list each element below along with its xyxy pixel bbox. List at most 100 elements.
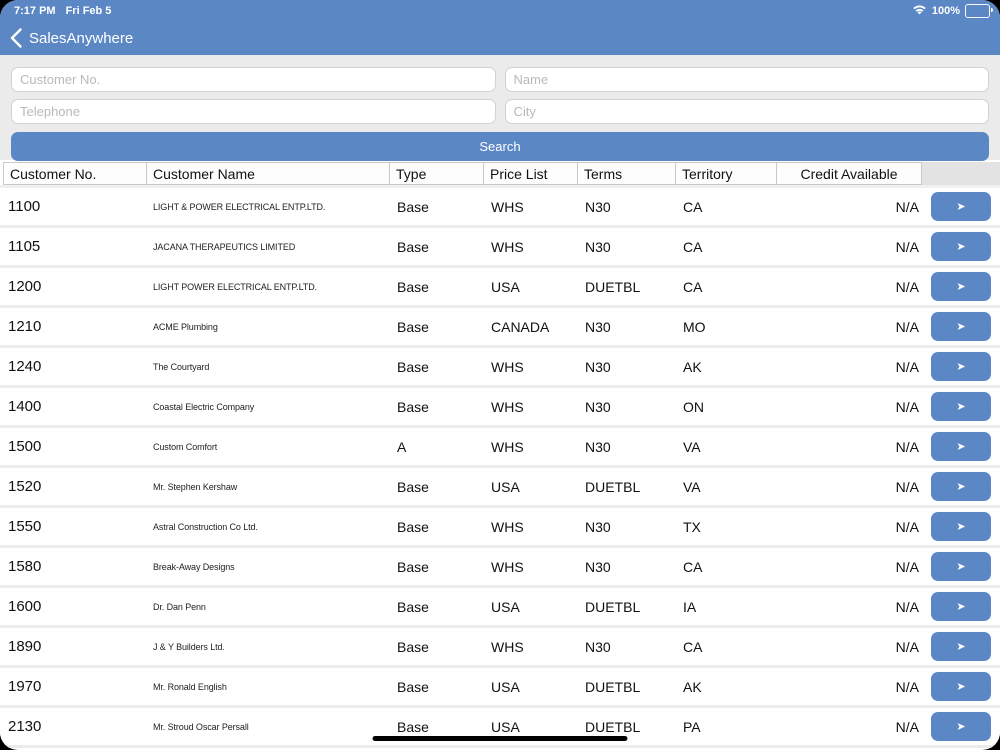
open-customer-button[interactable]: ➤ (931, 712, 991, 741)
header-spacer (922, 162, 1000, 185)
cell-type: Base (397, 238, 429, 255)
cell-credit-available: N/A (895, 558, 919, 575)
cell-price-list: USA (491, 678, 520, 695)
cell-credit-available: N/A (895, 638, 919, 655)
cell-customer-no: 1100 (8, 198, 41, 215)
cell-type: Base (397, 198, 429, 215)
cell-price-list: WHS (491, 198, 524, 215)
open-customer-button[interactable]: ➤ (931, 632, 991, 661)
table-row: 2130 Mr. Stroud Oscar Persall Base USA D… (0, 708, 1000, 748)
open-customer-button[interactable]: ➤ (931, 512, 991, 541)
column-header-terms: Terms (578, 162, 676, 185)
wifi-icon (912, 4, 927, 18)
cell-price-list: USA (491, 278, 520, 295)
cell-price-list: WHS (491, 238, 524, 255)
nav-title[interactable]: SalesAnywhere (29, 29, 134, 47)
cell-terms: N30 (585, 238, 611, 255)
cell-terms: N30 (585, 318, 611, 335)
arrow-right-icon: ➤ (956, 600, 966, 613)
open-customer-button[interactable]: ➤ (931, 232, 991, 261)
open-customer-button[interactable]: ➤ (931, 392, 991, 421)
cell-type: Base (397, 398, 429, 415)
open-customer-button[interactable]: ➤ (931, 672, 991, 701)
cell-credit-available: N/A (895, 478, 919, 495)
telephone-input[interactable] (11, 99, 496, 124)
table-row: 1240 The Courtyard Base WHS N30 AK N/A ➤ (0, 348, 1000, 388)
table-row: 1520 Mr. Stephen Kershaw Base USA DUETBL… (0, 468, 1000, 508)
cell-type: Base (397, 318, 429, 335)
cell-terms: DUETBL (585, 478, 641, 495)
cell-territory: CA (683, 198, 703, 215)
cell-price-list: WHS (491, 558, 524, 575)
table-row: 1600 Dr. Dan Penn Base USA DUETBL IA N/A… (0, 588, 1000, 628)
arrow-right-icon: ➤ (956, 440, 966, 453)
top-bar: 7:17 PM Fri Feb 5 100% (0, 0, 1000, 55)
cell-customer-no: 2130 (8, 718, 42, 735)
column-header-type: Type (390, 162, 484, 185)
cell-credit-available: N/A (895, 518, 919, 535)
chevron-left-icon (10, 28, 22, 48)
arrow-right-icon: ➤ (956, 400, 966, 413)
cell-territory: IA (683, 598, 697, 615)
arrow-right-icon: ➤ (956, 640, 966, 653)
cell-credit-available: N/A (895, 398, 919, 415)
cell-customer-name: Mr. Stroud Oscar Persall (153, 721, 249, 732)
cell-customer-no: 1105 (8, 238, 41, 255)
search-button[interactable]: Search (11, 132, 989, 161)
cell-type: Base (397, 358, 429, 375)
cell-territory: MO (683, 318, 706, 335)
cell-customer-no: 1600 (8, 598, 42, 615)
table-row: 1100 LIGHT & POWER ELECTRICAL ENTP.LTD. … (0, 188, 1000, 228)
customer-no-input[interactable] (11, 67, 496, 92)
cell-customer-no: 1210 (8, 318, 42, 335)
cell-territory: AK (683, 678, 702, 695)
name-input[interactable] (504, 67, 989, 92)
open-customer-button[interactable]: ➤ (931, 192, 991, 221)
table-row: 1400 Coastal Electric Company Base WHS N… (0, 388, 1000, 428)
battery-percent: 100% (931, 4, 960, 17)
open-customer-button[interactable]: ➤ (931, 592, 991, 621)
cell-price-list: USA (491, 718, 520, 735)
home-indicator[interactable] (372, 736, 628, 741)
cell-customer-no: 1200 (8, 278, 42, 295)
cell-customer-name: Dr. Dan Penn (153, 601, 206, 612)
battery-icon (965, 3, 993, 18)
cell-customer-name: LIGHT POWER ELECTRICAL ENTP.LTD. (153, 281, 318, 292)
open-customer-button[interactable]: ➤ (931, 552, 991, 581)
cell-type: Base (397, 598, 429, 615)
cell-terms: N30 (585, 398, 611, 415)
open-customer-button[interactable]: ➤ (931, 432, 991, 461)
cell-territory: CA (683, 278, 703, 295)
table-row: 1580 Break-Away Designs Base WHS N30 CA … (0, 548, 1000, 588)
status-time: 7:17 PM (14, 4, 56, 17)
open-customer-button[interactable]: ➤ (931, 472, 991, 501)
cell-customer-no: 1500 (8, 438, 42, 455)
table-row: 1890 J & Y Builders Ltd. Base WHS N30 CA… (0, 628, 1000, 668)
arrow-right-icon: ➤ (956, 480, 966, 493)
open-customer-button[interactable]: ➤ (931, 352, 991, 381)
cell-credit-available: N/A (895, 198, 919, 215)
arrow-right-icon: ➤ (956, 720, 966, 733)
city-input[interactable] (504, 99, 989, 124)
cell-credit-available: N/A (895, 598, 919, 615)
column-header-customer-name: Customer Name (147, 162, 390, 185)
cell-price-list: WHS (491, 398, 524, 415)
cell-price-list: USA (491, 598, 520, 615)
cell-credit-available: N/A (895, 678, 919, 695)
cell-territory: VA (683, 438, 701, 455)
status-indicators: 100% (912, 3, 993, 18)
cell-type: Base (397, 478, 429, 495)
arrow-right-icon: ➤ (956, 560, 966, 573)
table-row: 1550 Astral Construction Co Ltd. Base WH… (0, 508, 1000, 548)
table-row: 1500 Custom Comfort A WHS N30 VA N/A ➤ (0, 428, 1000, 468)
cell-territory: ON (683, 398, 704, 415)
status-bar: 7:17 PM Fri Feb 5 100% (0, 0, 1000, 19)
open-customer-button[interactable]: ➤ (931, 312, 991, 341)
arrow-right-icon: ➤ (956, 680, 966, 693)
cell-terms: DUETBL (585, 678, 641, 695)
back-button[interactable] (10, 28, 22, 48)
arrow-right-icon: ➤ (956, 240, 966, 253)
cell-customer-name: Break-Away Designs (153, 561, 235, 572)
open-customer-button[interactable]: ➤ (931, 272, 991, 301)
